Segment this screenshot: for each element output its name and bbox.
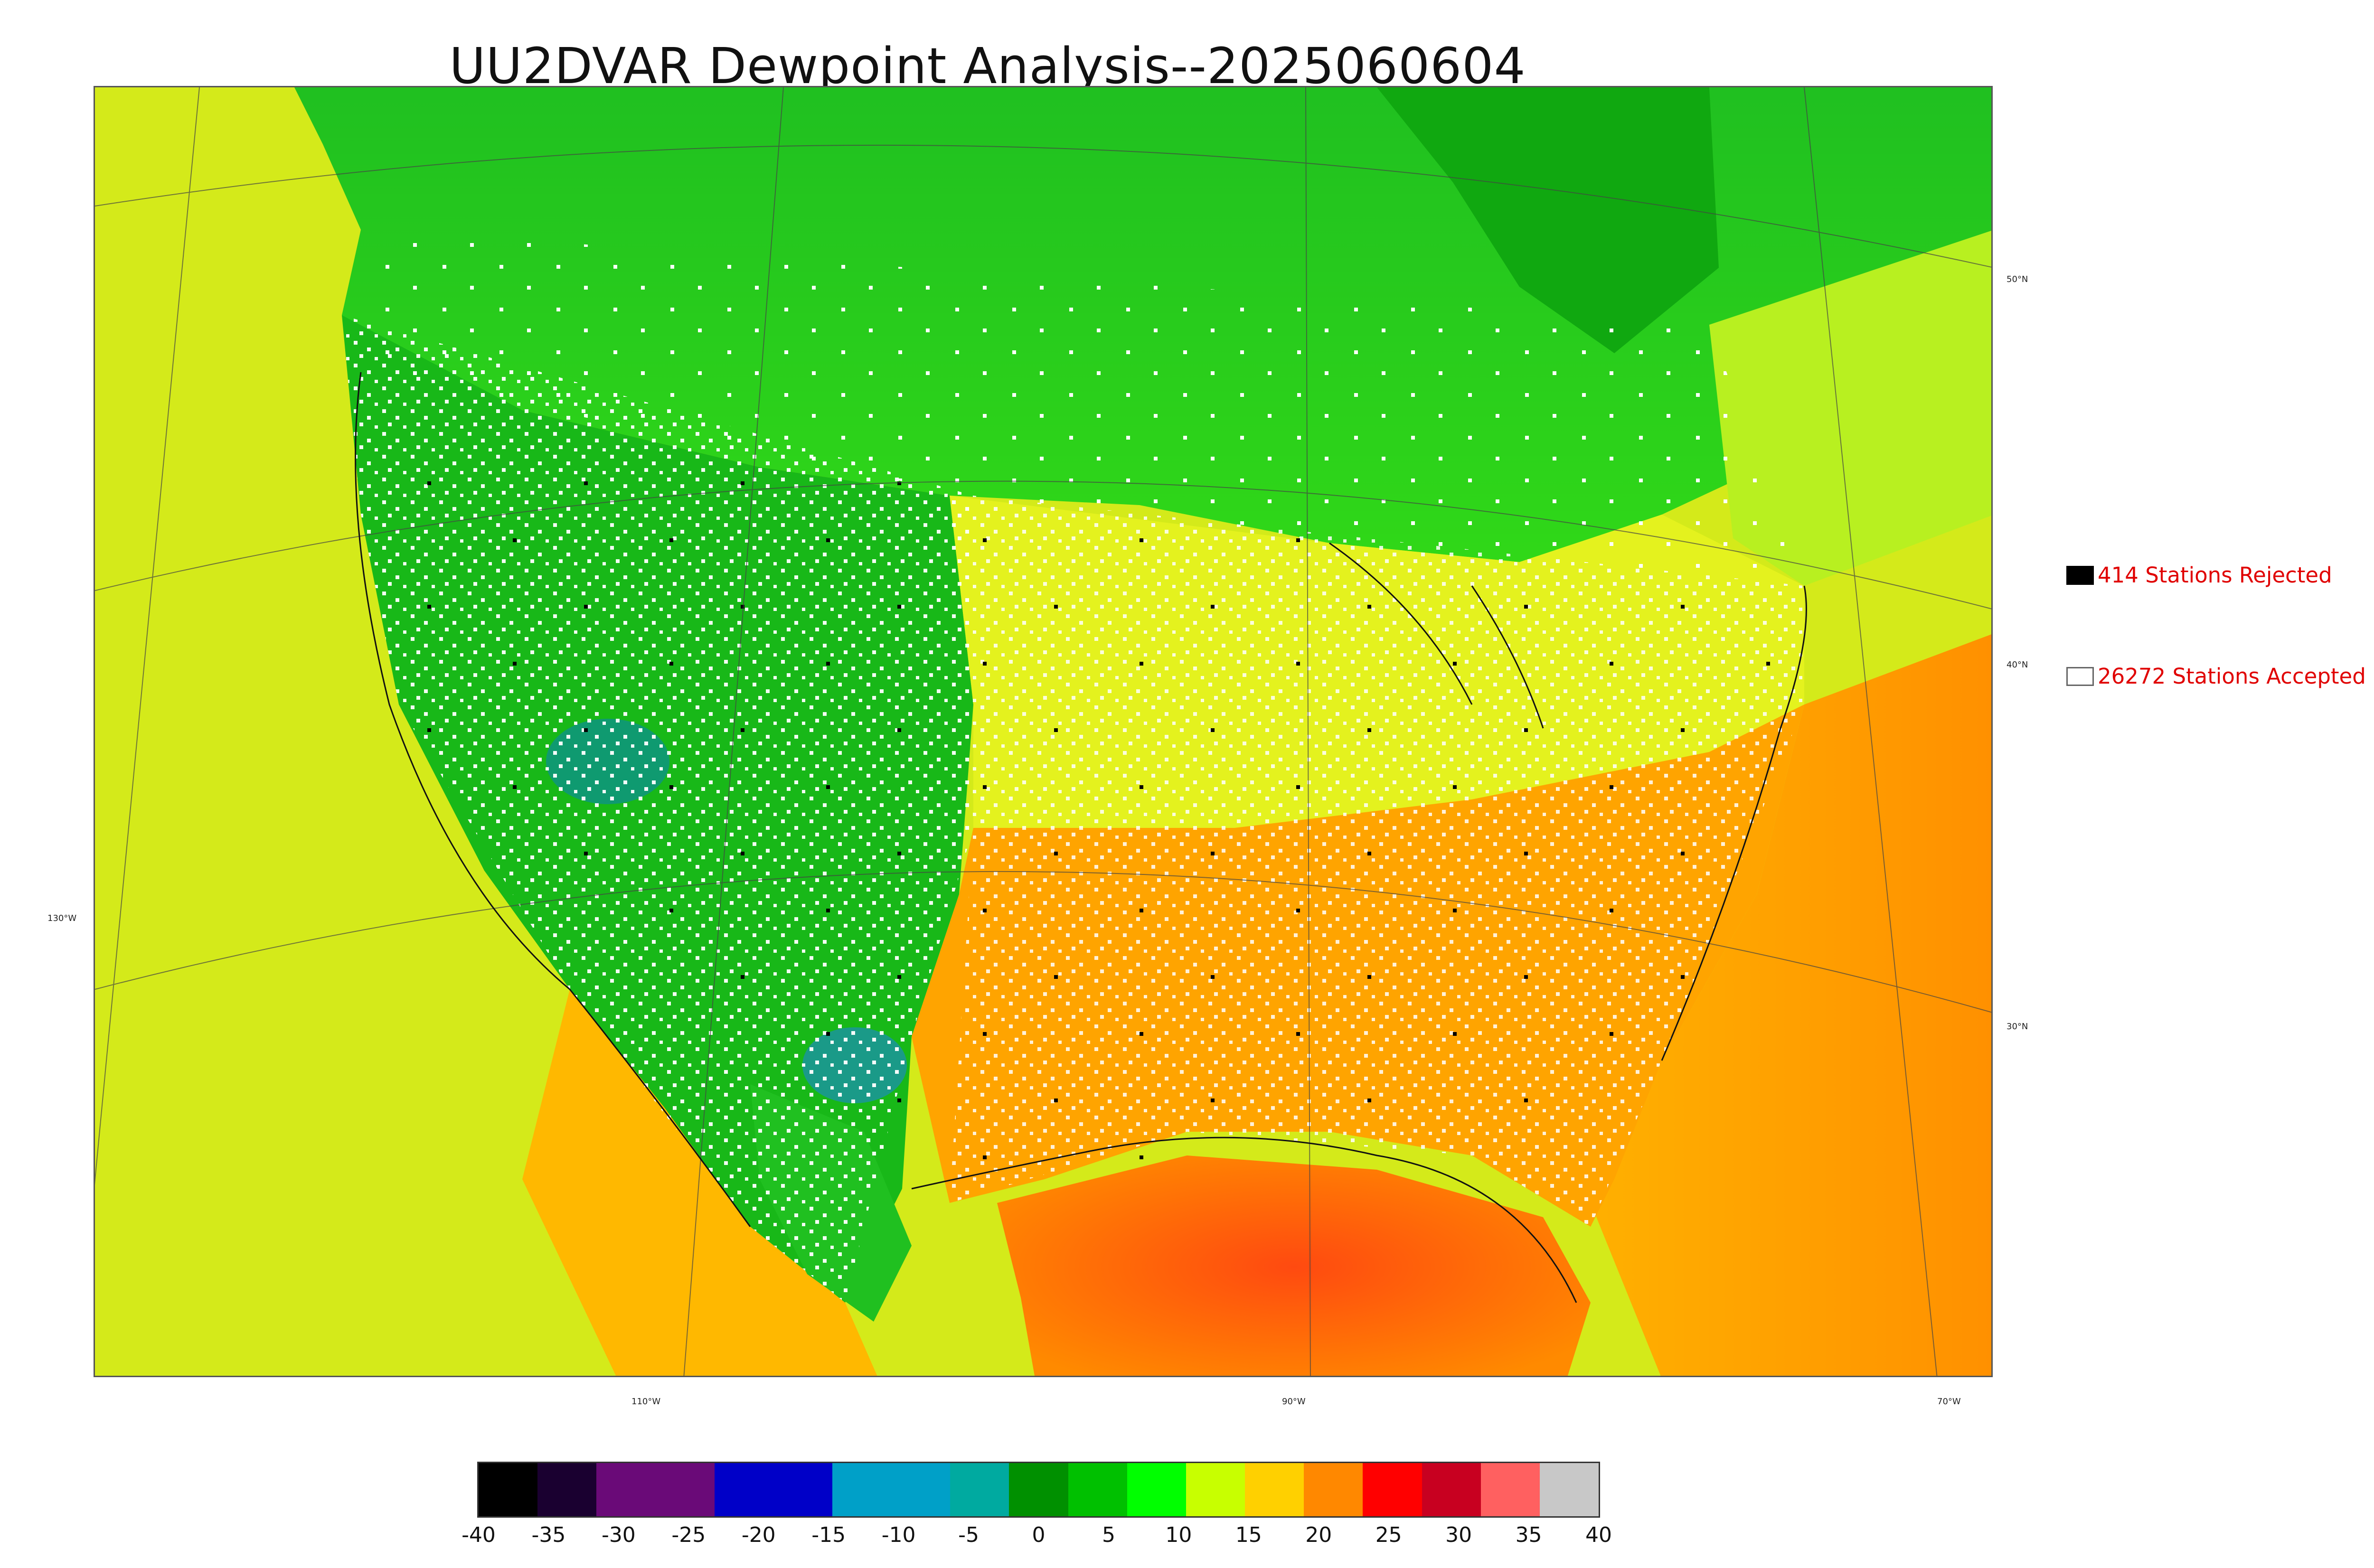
colorbar-tick-label: -15 [811, 1523, 846, 1547]
colorbar-segment [1539, 1463, 1599, 1516]
colorbar-tick-label: -40 [462, 1523, 496, 1547]
colorbar-segment [655, 1463, 715, 1516]
colorbar-tick-label: 10 [1165, 1523, 1192, 1547]
colorbar-segment [1363, 1463, 1422, 1516]
colorbar-segment [1068, 1463, 1127, 1516]
colorbar-segment [596, 1463, 656, 1516]
colorbar-tick-label: 35 [1515, 1523, 1542, 1547]
lon-label-110: 110°W [631, 1397, 661, 1407]
colorbar-tick-label: 15 [1235, 1523, 1262, 1547]
dewpoint-field [95, 87, 1991, 1376]
colorbar-tick-label: 30 [1445, 1523, 1472, 1547]
hudson-bay-field [1377, 87, 1719, 353]
colorbar-ticks: -40 -35 -30 -25 -20 -15 -10 -5 0 5 10 15 20 25 30 35 40 [0, 1523, 2374, 1551]
lon-label-70: 70°W [1937, 1397, 1961, 1407]
colorbar-tick-label: 0 [1032, 1523, 1046, 1547]
colorbar-tick-label: 5 [1102, 1523, 1115, 1547]
maritimes-field [1709, 231, 1991, 586]
map-title: UU2DVAR Dewpoint Analysis--2025060604 [449, 37, 1526, 95]
colorbar-segment [1304, 1463, 1363, 1516]
colorbar-tick-label: -10 [881, 1523, 916, 1547]
lat-label-40: 40°N [2007, 660, 2028, 670]
mexico-pacific-coast-field [522, 989, 877, 1376]
lat-label-30: 30°N [2007, 1022, 2028, 1032]
colorbar-segment [1245, 1463, 1304, 1516]
colorbar-segment [1422, 1463, 1481, 1516]
colorbar-segment [1009, 1463, 1068, 1516]
colorbar-segment [832, 1463, 892, 1516]
accepted-label: 26272 Stations Accepted [2098, 664, 2366, 689]
colorbar-segment [714, 1463, 773, 1516]
colorbar-tick-label: -30 [601, 1523, 636, 1547]
colorbar-tick-label: 40 [1585, 1523, 1612, 1547]
colorbar-segment [950, 1463, 1009, 1516]
coastlines [355, 372, 1807, 1303]
graticule [95, 87, 1991, 1376]
colorbar-tick-label: -5 [958, 1523, 979, 1547]
colorbar-segment [891, 1463, 951, 1516]
colorbar-segment [773, 1463, 832, 1516]
colorbar-segment [537, 1463, 597, 1516]
colorbar-tick-label: 20 [1305, 1523, 1332, 1547]
colorbar-tick-label: -25 [671, 1523, 706, 1547]
lon-label-130: 130°W [47, 913, 77, 923]
legend-rejected: 414 Stations Rejected [2066, 563, 2332, 588]
accepted-swatch [2066, 667, 2094, 686]
rejected-label: 414 Stations Rejected [2098, 563, 2332, 588]
colorbar-segment [1127, 1463, 1186, 1516]
dewpoint-map [94, 86, 1993, 1377]
colorbar-segment [1186, 1463, 1245, 1516]
colorbar-tick-label: -35 [531, 1523, 566, 1547]
colorbar-segment [479, 1463, 538, 1516]
gulf-of-mexico-field [997, 1155, 1591, 1376]
colorbar-tick-label: 25 [1375, 1523, 1402, 1547]
accepted-stations-canada [361, 230, 1804, 586]
lat-label-50: 50°N [2007, 274, 2028, 284]
colorbar-segment [1480, 1463, 1540, 1516]
atlantic-ocean-field [1591, 634, 1991, 1376]
legend-accepted: 26272 Stations Accepted [2066, 664, 2366, 689]
colorbar [477, 1462, 1600, 1518]
colorbar-tick-label: -20 [741, 1523, 776, 1547]
rejected-swatch [2066, 565, 2094, 585]
lon-label-90: 90°W [1282, 1397, 1306, 1407]
rejected-stations [361, 420, 1804, 1203]
